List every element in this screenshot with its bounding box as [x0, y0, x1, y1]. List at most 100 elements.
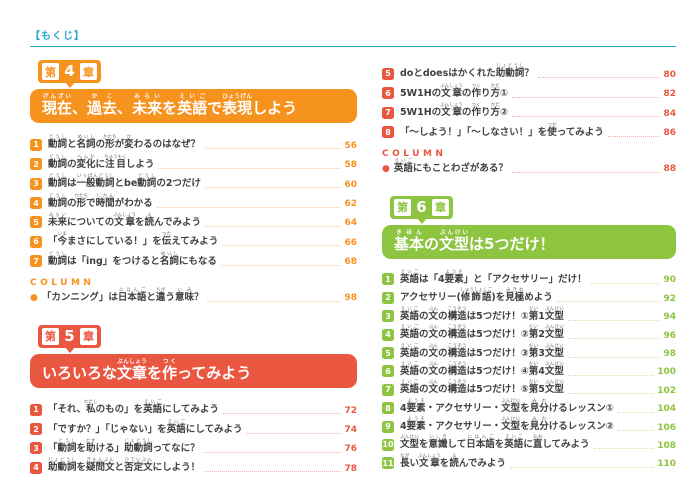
column-item-page-number: 98 — [344, 293, 357, 304]
dotted-leader — [207, 300, 342, 302]
item-title: 未来みらいについての文章ぶんしょうを読よんでみよう — [48, 212, 202, 228]
chapter-number: 4 — [64, 62, 75, 80]
item-page-number: 96 — [663, 330, 676, 341]
item-title: 英語えいごの文ぶんの構造こうぞうは5つだけ！①第だい1文型ぶんけい — [400, 306, 564, 322]
toc-item: 5 英語えいごの文ぶんの構造こうぞうは5つだけ！③第だい3文型ぶんけい 98 — [382, 342, 676, 360]
item-page-number: 78 — [344, 463, 357, 474]
bullet-icon: ● — [382, 163, 390, 174]
item-page-number: 98 — [663, 349, 676, 360]
column-item-title: 「カンニング」は日本語にほんごと違ちがう意味いみ？ — [41, 287, 204, 303]
item-number-badge: 5 — [30, 216, 42, 229]
toc-item: 5 未来みらいについての文章ぶんしょうを読よんでみよう 64 — [30, 211, 357, 230]
dotted-leader — [222, 245, 342, 247]
item-number-badge: 11 — [382, 457, 394, 470]
item-page-number: 76 — [344, 444, 357, 455]
dotted-leader — [158, 167, 342, 169]
item-number-badge: 7 — [382, 383, 394, 396]
item-title: 長ながい文章ぶんしょうを読よんでみよう — [400, 453, 506, 469]
chapter-title-banner: 現在げんざい、過去かこ、未来みらいを英語えいごで表現ひょうげん しよう — [30, 89, 357, 123]
toc-item: 10 文型ぶんけいを意識いしきして日本語にほんごを英語えいごに直なおしてみよう … — [382, 434, 676, 452]
item-number-badge: 5 — [382, 67, 394, 80]
chapter-5-items-left: 1 「それ、私わたしのもの」を英語えいごにしてみよう 72 2 「ですか？」「じ… — [30, 398, 357, 476]
item-page-number: 84 — [663, 108, 676, 119]
dotted-leader — [593, 448, 655, 450]
column-item-page-number: 88 — [663, 164, 676, 175]
item-number-badge: 8 — [382, 126, 394, 139]
item-title: 動詞どうしは「ing」をつけると名詞めいしにもなる — [48, 251, 217, 267]
badge-prefix: 第 — [394, 198, 411, 216]
item-number-badge: 1 — [30, 138, 42, 151]
item-page-number: 90 — [663, 275, 676, 286]
toc-item: 6 5W1Hの文章ぶんしょうの作つくり方かた① 82 — [382, 81, 676, 100]
item-number-badge: 6 — [382, 87, 394, 100]
toc-item: 6 英語えいごの文ぶんの構造こうぞうは5つだけ！④第だい4文型ぶんけい 100 — [382, 361, 676, 379]
item-number-badge: 3 — [30, 177, 42, 190]
item-title: 英語えいごの文ぶんの構造こうぞうは5つだけ！③第だい3文型ぶんけい — [400, 343, 564, 359]
toc-item: 1 「それ、私わたしのもの」を英語えいごにしてみよう 72 — [30, 398, 357, 417]
dotted-leader — [590, 282, 661, 284]
dotted-leader — [246, 432, 342, 434]
item-number-badge: 9 — [382, 420, 394, 433]
item-number-badge: 3 — [30, 442, 42, 455]
toc-item: 2 「ですか？」「じゃない」を英語えいごにしてみよう 74 — [30, 417, 357, 436]
dotted-leader — [205, 225, 342, 227]
dotted-leader — [617, 411, 655, 413]
dotted-leader — [204, 471, 342, 473]
item-title: 文型ぶんけいを意識いしきして日本語にほんごを英語えいごに直なおしてみよう — [400, 435, 590, 451]
toc-item: 7 英語えいごの文ぶんの構造こうぞうは5つだけ！⑤第だい5文型ぶんけい 102 — [382, 379, 676, 397]
dotted-leader — [204, 187, 342, 189]
item-title: 動詞どうしの変化へんかに注目ちゅうもくしよう — [48, 154, 155, 170]
item-title: 動詞どうしは一般動詞いっぱんどうしとbe動詞どうしの2つだけ — [48, 174, 201, 190]
item-title: 英語えいごの文ぶんの構造こうぞうは5つだけ！④第だい4文型ぶんけい — [400, 361, 564, 377]
item-title: 5W1Hの文章ぶんしょうの作つくり方かた① — [400, 83, 509, 99]
item-page-number: 58 — [344, 160, 357, 171]
badge-suffix: 章 — [432, 198, 449, 216]
toc-item: 3 英語えいごの文ぶんの構造こうぞうは5つだけ！①第だい1文型ぶんけい 94 — [382, 305, 676, 323]
toc-item: 3 「動詞どうしを助たすける」助動詞じょどうしってなに？ 76 — [30, 437, 357, 456]
item-title: doとdoesはかくれた助動詞じょどうし？ — [400, 64, 534, 80]
toc-item: 7 動詞どうしは「ing」をつけると名詞めいしにもなる 68 — [30, 249, 357, 268]
dotted-leader — [222, 413, 342, 415]
item-page-number: 104 — [657, 404, 676, 415]
item-page-number: 102 — [657, 385, 676, 396]
item-page-number: 94 — [663, 312, 676, 323]
chapter-number: 5 — [64, 326, 75, 345]
item-title: 4要素ようそ・アクセサリー・文型ぶんけいを見分みわけるレッスン① — [400, 398, 614, 414]
item-number-badge: 1 — [30, 403, 42, 416]
item-number-badge: 10 — [382, 438, 394, 451]
item-page-number: 108 — [657, 440, 676, 451]
item-title: 英語えいごは「4要素ようそ」と「アクセサリー」だけ！ — [400, 269, 587, 285]
item-title: 「今いままさにしている！」を伝つたえてみよう — [48, 232, 219, 248]
item-page-number: 56 — [344, 140, 357, 151]
toc-item: 4 動詞どうしの形かたちで時間じかんがわかる 62 — [30, 191, 357, 210]
dotted-leader — [156, 206, 342, 208]
item-number-badge: 2 — [382, 291, 394, 304]
header-rule — [30, 46, 676, 47]
item-title: 英語えいごの文ぶんの構造こうぞうは5つだけ！②第だい2文型ぶんけい — [400, 325, 564, 341]
dotted-leader — [567, 374, 655, 376]
item-page-number: 110 — [657, 459, 676, 470]
chapter-6-section: 第 6 章 基本きほんの文型ぶんけい は5つだけ！ 1 英語えいごは「4要素ようそ… — [382, 195, 676, 471]
chapter-badge: 第 4 章 — [38, 60, 101, 88]
item-page-number: 64 — [344, 218, 357, 229]
item-number-badge: 6 — [382, 365, 394, 378]
item-number-badge: 6 — [30, 235, 42, 248]
dotted-leader — [556, 301, 661, 303]
item-page-number: 60 — [344, 179, 357, 190]
left-column: 第 4 章 現在げんざい、過去かこ、未来みらいを英語えいごで表現ひょうげん しよう… — [30, 60, 357, 475]
right-column: 5 doとdoesはかくれた助動詞じょどうし？ 80 6 5W1Hの文章ぶんしょ… — [382, 60, 676, 475]
dotted-leader — [567, 356, 661, 358]
chapter-5-section-continued: 5 doとdoesはかくれた助動詞じょどうし？ 80 6 5W1Hの文章ぶんしょ… — [382, 62, 676, 176]
toc-columns: 第 4 章 現在げんざい、過去かこ、未来みらいを英語えいごで表現ひょうげん しよう… — [30, 60, 676, 475]
item-number-badge: 4 — [382, 328, 394, 341]
toc-item: 1 動詞どうしと名詞めいしの形かたちが変かわるのはなぜ？ 56 — [30, 133, 357, 152]
chapter-4-items: 1 動詞どうしと名詞めいしの形かたちが変かわるのはなぜ？ 56 2 動詞どうしの… — [30, 133, 357, 269]
toc-item: 4 助動詞じょどうしを疑問文ぎもんぶんと否定文ひていぶんにしよう！ 78 — [30, 456, 357, 475]
item-title: 動詞どうしと名詞めいしの形かたちが変かわるのはなぜ？ — [48, 135, 201, 151]
toc-item: 8 4要素ようそ・アクセサリー・文型ぶんけいを見分みわけるレッスン① 104 — [382, 397, 676, 415]
dotted-leader — [537, 77, 661, 79]
item-number-badge: 8 — [382, 402, 394, 415]
item-page-number: 62 — [344, 199, 357, 210]
chapter-5-items-right: 5 doとdoesはかくれた助動詞じょどうし？ 80 6 5W1Hの文章ぶんしょ… — [382, 62, 676, 140]
toc-item: 9 4要素ようそ・アクセサリー・文型ぶんけいを見分みわけるレッスン② 106 — [382, 416, 676, 434]
